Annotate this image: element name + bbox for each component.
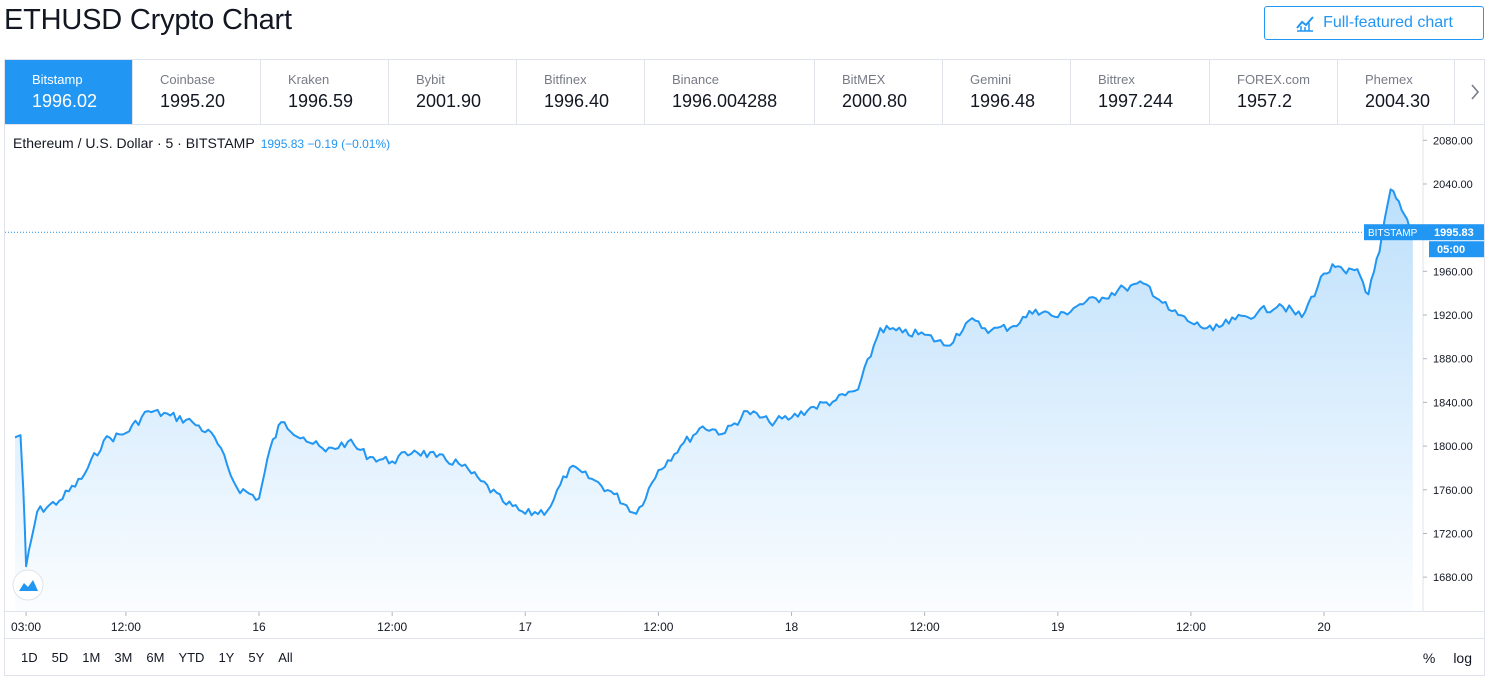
exchange-name: Gemini xyxy=(970,72,1012,87)
y-tick-label: 1960.00 xyxy=(1433,266,1473,278)
price-area xyxy=(15,189,1413,611)
chart-legend: Ethereum / U.S. Dollar · 5 · BITSTAMP 199… xyxy=(13,135,390,151)
exchange-tab-phemex[interactable]: Phemex 2004.30 xyxy=(1338,60,1455,124)
exchange-tab-bitfinex[interactable]: Bitfinex 1996.40 xyxy=(517,60,645,124)
legend-symbol: Ethereum / U.S. Dollar · 5 · BITSTAMP xyxy=(13,135,255,151)
exchange-name: Phemex xyxy=(1365,72,1413,87)
x-tick-label: 12:00 xyxy=(910,620,940,634)
range-5d-button[interactable]: 5D xyxy=(51,649,69,665)
range-1d-button[interactable]: 1D xyxy=(21,649,38,665)
exchange-price: 1996.004288 xyxy=(672,91,778,111)
x-tick-label: 12:00 xyxy=(111,620,141,634)
y-tick-label: 1920.00 xyxy=(1433,310,1473,322)
exchange-tab-forex[interactable]: FOREX.com 1957.2 xyxy=(1210,60,1338,124)
range-ytd-button[interactable]: YTD xyxy=(178,649,205,665)
exchange-price: 1997.244 xyxy=(1098,91,1174,111)
x-tick-label: 16 xyxy=(252,620,266,634)
exchange-name: Kraken xyxy=(288,72,330,87)
exchange-price: 1996.02 xyxy=(32,91,98,111)
exchange-tab-bybit[interactable]: Bybit 2001.90 xyxy=(389,60,517,124)
exchange-next-button[interactable] xyxy=(1455,60,1495,124)
x-tick-label: 17 xyxy=(519,620,533,634)
range-5y-button[interactable]: 5Y xyxy=(248,649,265,665)
time-axis-ticks: 03:00 12:00 16 12:00 17 12:00 18 12:00 19 12:00 20 xyxy=(11,612,1331,634)
exchange-price: 1996.48 xyxy=(970,91,1036,111)
exchange-tag-bg xyxy=(1364,224,1430,241)
y-tick-label: 1760.00 xyxy=(1433,485,1473,497)
exchange-name: FOREX.com xyxy=(1237,72,1310,87)
range-6m-button[interactable]: 6M xyxy=(146,649,165,665)
exchange-price: 2004.30 xyxy=(1365,91,1431,111)
chevron-right-icon xyxy=(1471,84,1480,100)
price-tag-bg xyxy=(1429,224,1484,241)
y-tick-label: 1880.00 xyxy=(1433,354,1473,366)
y-tick-label: 2040.00 xyxy=(1433,179,1473,191)
countdown-label: 05:00 xyxy=(1437,244,1465,256)
y-tick-label: 1720.00 xyxy=(1433,528,1473,540)
exchange-bar: Bitstamp 1996.02 Coinbase 1995.20 Kraken… xyxy=(5,60,1484,125)
exchange-price: 1996.40 xyxy=(544,91,610,111)
logo-badge[interactable] xyxy=(12,569,44,601)
exchange-name: Bybit xyxy=(416,72,445,87)
exchange-tab-bittrex[interactable]: Bittrex 1997.244 xyxy=(1071,60,1210,124)
price-tag-label: 1995.83 xyxy=(1434,227,1474,239)
exchange-tab-gemini[interactable]: Gemini 1996.48 xyxy=(943,60,1071,124)
exchange-tab-bitmex[interactable]: BitMEX 2000.80 xyxy=(815,60,943,124)
exchange-price: 2000.80 xyxy=(842,91,908,111)
time-axis[interactable]: 03:00 12:00 16 12:00 17 12:00 18 12:00 19 12:00 20 xyxy=(5,611,1484,638)
range-1m-button[interactable]: 1M xyxy=(82,649,101,665)
price-line xyxy=(14,188,1414,568)
range-1y-button[interactable]: 1Y xyxy=(218,649,235,665)
x-tick-label: 12:00 xyxy=(377,620,407,634)
range-3m-button[interactable]: 3M xyxy=(114,649,133,665)
range-bar: 1D 5D 1M 3M 6M YTD 1Y 5Y All % log xyxy=(5,638,1484,675)
exchange-name: Bittrex xyxy=(1098,72,1135,87)
x-tick-label: 12:00 xyxy=(643,620,673,634)
exchange-name: BitMEX xyxy=(842,72,886,87)
exchange-tab-bitstamp[interactable]: Bitstamp 1996.02 xyxy=(5,60,133,124)
exchange-name: Coinbase xyxy=(160,72,215,87)
x-tick-label: 18 xyxy=(785,620,799,634)
x-tick-label: 12:00 xyxy=(1176,620,1206,634)
range-all-button[interactable]: All xyxy=(278,649,293,665)
y-tick-label: 1840.00 xyxy=(1433,397,1473,409)
legend-values: 1995.83 −0.19 (−0.01%) xyxy=(260,137,391,151)
chart-icon xyxy=(1296,16,1314,32)
exchange-tab-kraken[interactable]: Kraken 1996.59 xyxy=(261,60,389,124)
page-title: ETHUSD Crypto Chart xyxy=(4,4,292,36)
scale-toggles: % log xyxy=(1423,650,1472,666)
price-chart[interactable]: 2080.00 2040.00 1960.00 1920.00 1880.00 1840.… xyxy=(5,125,1484,611)
exchange-name: Bitfinex xyxy=(544,72,587,87)
exchange-price: 1957.2 xyxy=(1237,91,1293,111)
exchange-tab-binance[interactable]: Binance 1996.004288 xyxy=(645,60,815,124)
exchange-price: 2001.90 xyxy=(416,91,482,111)
x-tick-label: 20 xyxy=(1317,620,1331,634)
x-tick-label: 19 xyxy=(1051,620,1065,634)
y-tick-label: 2080.00 xyxy=(1433,135,1473,147)
chart-area[interactable]: 2080.00 2040.00 1960.00 1920.00 1880.00 1840.… xyxy=(5,125,1484,611)
exchange-tab-coinbase[interactable]: Coinbase 1995.20 xyxy=(133,60,261,124)
exchange-tag-label: BITSTAMP xyxy=(1368,228,1418,239)
exchange-price: 1996.59 xyxy=(288,91,354,111)
full-featured-chart-button[interactable]: Full-featured chart xyxy=(1264,6,1484,40)
exchange-name: Bitstamp xyxy=(32,72,83,87)
chart-widget: Bitstamp 1996.02 Coinbase 1995.20 Kraken… xyxy=(4,59,1485,676)
exchange-price: 1995.20 xyxy=(160,91,226,111)
y-tick-label: 1680.00 xyxy=(1433,572,1473,584)
logo-icon xyxy=(19,580,38,591)
log-scale-toggle[interactable]: log xyxy=(1453,650,1472,666)
full-featured-chart-label: Full-featured chart xyxy=(1323,14,1453,31)
countdown-bg xyxy=(1429,241,1484,258)
exchange-name: Binance xyxy=(672,72,719,87)
percent-scale-toggle[interactable]: % xyxy=(1422,650,1436,666)
x-tick-label: 03:00 xyxy=(11,620,41,634)
y-tick-label: 1800.00 xyxy=(1433,441,1473,453)
